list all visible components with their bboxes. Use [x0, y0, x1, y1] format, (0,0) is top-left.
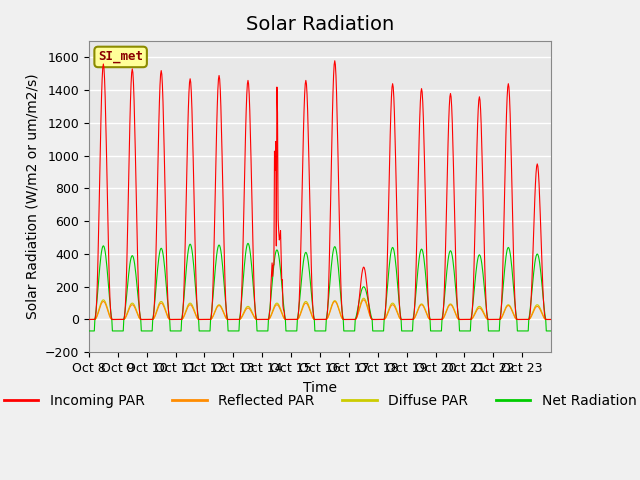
Title: Solar Radiation: Solar Radiation — [246, 15, 394, 34]
Y-axis label: Solar Radiation (W/m2 or um/m2/s): Solar Radiation (W/m2 or um/m2/s) — [25, 74, 39, 320]
X-axis label: Time: Time — [303, 381, 337, 395]
Legend: Incoming PAR, Reflected PAR, Diffuse PAR, Net Radiation: Incoming PAR, Reflected PAR, Diffuse PAR… — [0, 389, 640, 414]
Text: SI_met: SI_met — [98, 50, 143, 63]
